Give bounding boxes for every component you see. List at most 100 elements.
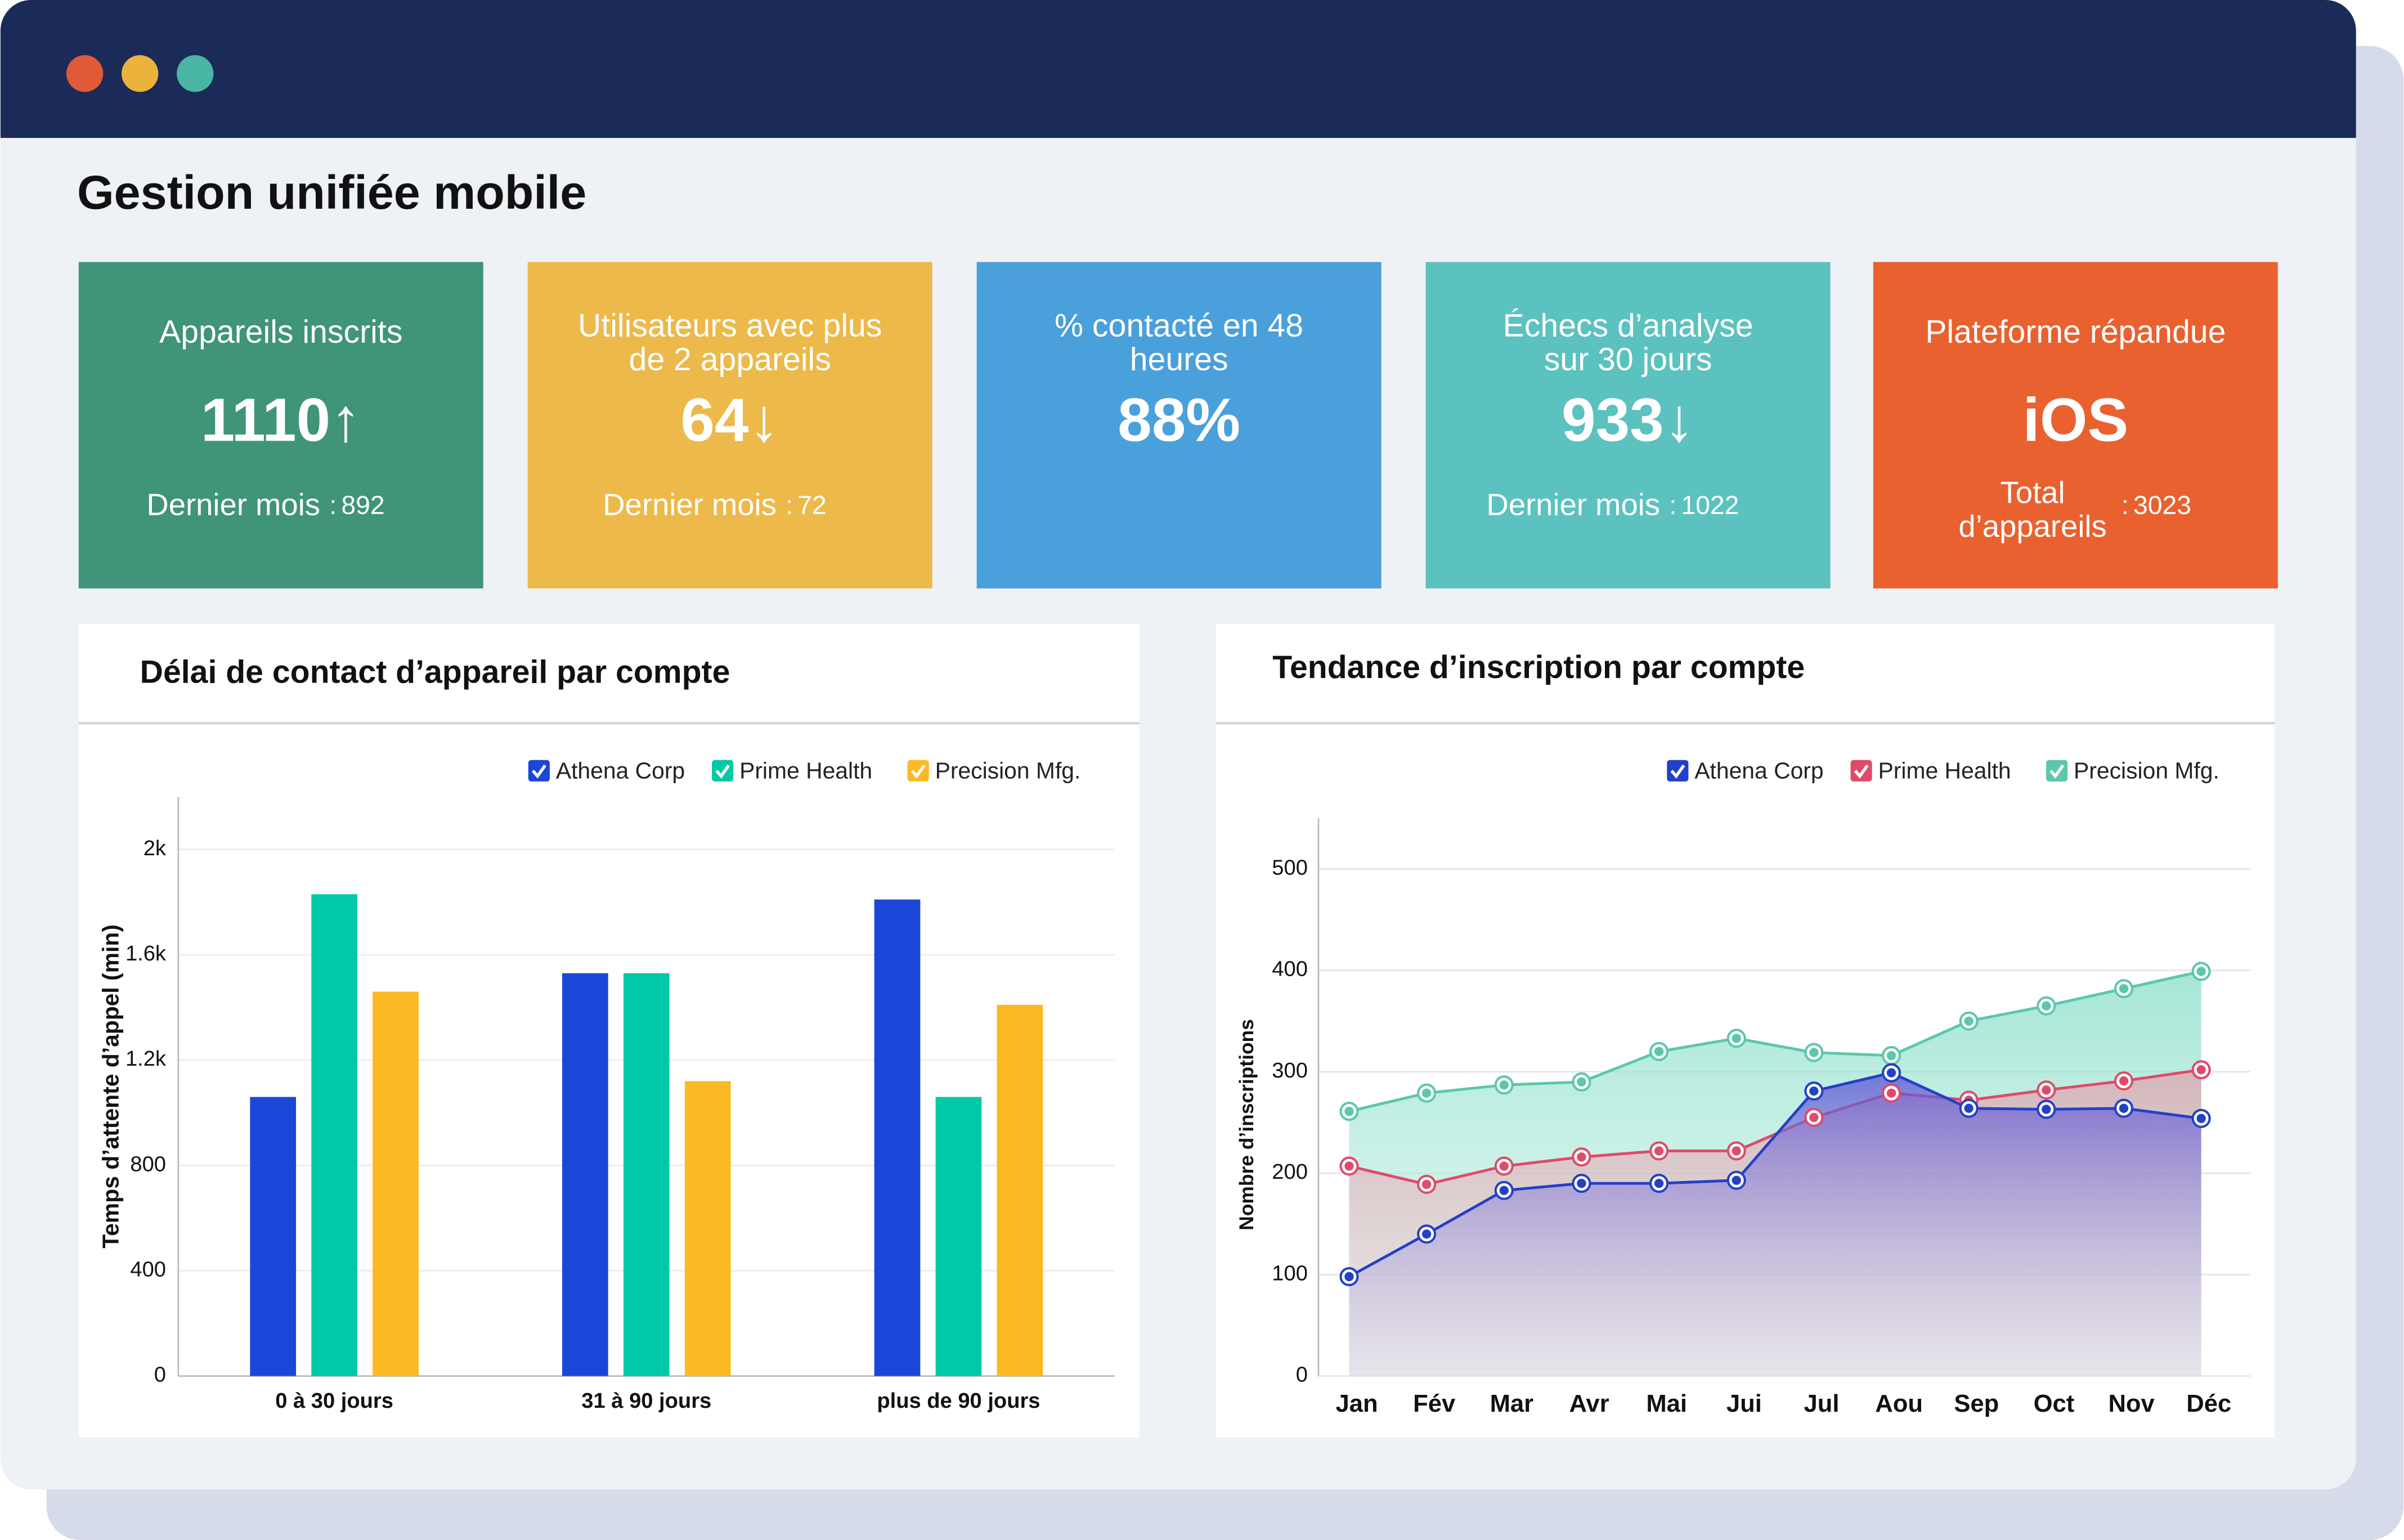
point: [2037, 1080, 2056, 1100]
point-dot: [1654, 1178, 1664, 1188]
kpi-sub: Dernier mois:1022: [1486, 488, 1739, 522]
x-tick-label: Avr: [1569, 1390, 1609, 1417]
kpi-card: [527, 262, 932, 589]
bar: [311, 894, 357, 1376]
point: [1649, 1174, 1669, 1193]
y-tick-label: 400: [1272, 957, 1308, 981]
point: [2114, 979, 2134, 999]
point: [2191, 1060, 2211, 1080]
x-tick-label: Nov: [2108, 1390, 2155, 1417]
legend-check: [1854, 764, 1869, 779]
point-dot: [1964, 1016, 1974, 1026]
point: [1572, 1147, 1591, 1167]
kpi-title: Appareils inscrits: [159, 314, 402, 350]
kpi-sub-label: Total: [2001, 475, 2065, 510]
legend-swatch: [907, 760, 929, 782]
point: [1339, 1156, 1359, 1176]
y-tick-label: 1.2k: [125, 1047, 167, 1071]
point-dot: [1499, 1186, 1509, 1195]
kpi-sub-value: 3023: [2133, 491, 2191, 520]
point-dot: [1732, 1175, 1741, 1185]
point-dot: [1577, 1178, 1586, 1188]
legend-label: Athena Corp: [556, 757, 685, 783]
kpi-sub: :3023: [2122, 491, 2191, 520]
kpi-sub-value: 1022: [1681, 491, 1739, 520]
x-tick-label: 0 à 30 jours: [275, 1389, 393, 1413]
bar: [997, 1004, 1043, 1376]
point-dot: [2042, 1105, 2051, 1114]
point: [1959, 1011, 1979, 1031]
point: [1572, 1072, 1591, 1092]
kpi-trend: ↓: [749, 385, 779, 454]
x-tick-label: Jul: [1804, 1390, 1840, 1417]
kpi-title: Utilisateurs avec plus: [578, 308, 882, 344]
kpi-value-text: 933: [1562, 385, 1664, 454]
legend-swatch: [712, 760, 734, 782]
point-dot: [1886, 1068, 1896, 1077]
point: [1417, 1224, 1437, 1244]
point: [1339, 1267, 1359, 1286]
point-dot: [1654, 1146, 1664, 1156]
kpi-sub-label: Dernier mois: [146, 488, 320, 522]
y-tick-label: 100: [1272, 1261, 1308, 1285]
legend-label: Prime Health: [1878, 757, 2011, 783]
point-dot: [1344, 1107, 1354, 1116]
kpi-title: sur 30 jours: [1544, 342, 1712, 378]
y-axis-label: Nombre d’inscriptions: [1235, 1019, 1258, 1231]
point: [1572, 1174, 1591, 1193]
point: [2037, 1099, 2056, 1119]
line: [1348, 970, 2202, 1113]
point: [1494, 1075, 1514, 1095]
kpi-sub-sep: :: [786, 491, 793, 520]
point: [1804, 1107, 1824, 1128]
point: [1494, 1180, 1514, 1200]
kpi-sub-label: Dernier mois: [603, 488, 777, 522]
kpi-sub: Dernier mois:72: [603, 488, 826, 522]
kpi-value-text: 1110: [201, 385, 330, 454]
point-dot: [1344, 1161, 1354, 1171]
legend-check: [911, 764, 926, 779]
point-dot: [1499, 1080, 1509, 1090]
kpi-value-text: 88%: [1118, 385, 1240, 454]
point-dot: [2042, 1001, 2051, 1011]
chart-title: Tendance d’inscription par compte: [1272, 649, 1805, 685]
x-tick-label: 31 à 90 jours: [581, 1389, 711, 1413]
line: [1348, 1071, 2201, 1278]
point: [1494, 1156, 1514, 1176]
point-dot: [1421, 1179, 1432, 1189]
kpi-value-text: 64: [680, 385, 748, 454]
point-dot: [1732, 1034, 1741, 1043]
x-tick-label: Jui: [1726, 1390, 1762, 1417]
point-dot: [1344, 1272, 1354, 1282]
point-dot: [2196, 1114, 2206, 1123]
kpi-sub-sep: :: [329, 491, 337, 520]
area: [1349, 1072, 2201, 1376]
x-tick-label: Mar: [1490, 1390, 1534, 1417]
point-dot: [2119, 984, 2129, 994]
kpi-value: 1110↑: [201, 385, 361, 454]
close-button[interactable]: [66, 55, 104, 92]
point-dot: [1654, 1047, 1664, 1057]
legend-swatch: [2046, 760, 2068, 782]
bar: [250, 1097, 297, 1376]
kpi-card: [78, 262, 483, 589]
y-tick-label: 500: [1272, 855, 1308, 879]
minimize-button[interactable]: [122, 55, 159, 92]
point-dot: [2196, 967, 2206, 976]
point: [2191, 962, 2211, 981]
legend-label: Athena Corp: [1694, 757, 1823, 783]
kpi-value: 933↓: [1562, 385, 1694, 454]
legend-check: [715, 764, 730, 779]
point: [1339, 1102, 1359, 1121]
point: [1959, 1098, 1979, 1118]
kpi-sub-label: d’appareils: [1958, 509, 2106, 544]
bar: [935, 1097, 982, 1376]
maximize-button[interactable]: [177, 55, 214, 92]
point-dot: [1886, 1088, 1896, 1098]
kpi-sub-value: 72: [797, 491, 826, 520]
kpi-sub: Dernier mois:892: [146, 488, 384, 522]
legend-label: Precision Mfg.: [2074, 757, 2219, 783]
point-dot: [1809, 1112, 1819, 1123]
x-tick-label: plus de 90 jours: [877, 1389, 1040, 1413]
